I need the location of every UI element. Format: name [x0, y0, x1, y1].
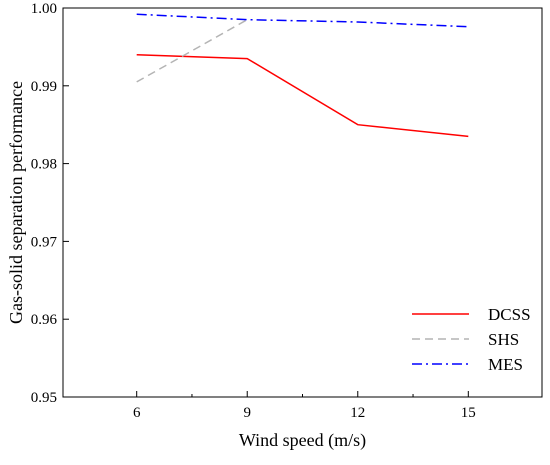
- legend: DCSS SHS MES: [412, 305, 531, 374]
- plot-frame: [62, 7, 543, 398]
- series-line-dcss: [136, 53, 469, 138]
- legend-label-mes: MES: [488, 355, 523, 374]
- x-tick-label: 12: [350, 405, 365, 421]
- y-tick-label: 0.98: [31, 157, 57, 173]
- x-tick-label: 9: [243, 405, 251, 421]
- series-line-shs: [136, 19, 248, 83]
- legend-label-dcss: DCSS: [488, 305, 531, 324]
- x-tick-label: 6: [133, 405, 141, 421]
- axes: 0.95 0.96 0.97 0.98 0.99 1.00 6 9 12 15 Wind speed…: [6, 1, 543, 451]
- x-axis-title: Wind speed (m/s): [239, 430, 366, 451]
- y-tick-label: 0.95: [31, 390, 57, 406]
- x-tick-label: 15: [461, 405, 476, 421]
- y-tick-label: 0.96: [31, 312, 58, 328]
- series-layer: [136, 13, 469, 138]
- y-tick-label: 0.97: [31, 234, 58, 250]
- legend-label-shs: SHS: [488, 330, 519, 349]
- y-axis-title: Gas-solid separation performance: [6, 81, 26, 324]
- y-tick-label: 0.99: [31, 79, 57, 95]
- y-tick-label: 1.00: [31, 1, 57, 17]
- series-line-mes: [136, 13, 469, 28]
